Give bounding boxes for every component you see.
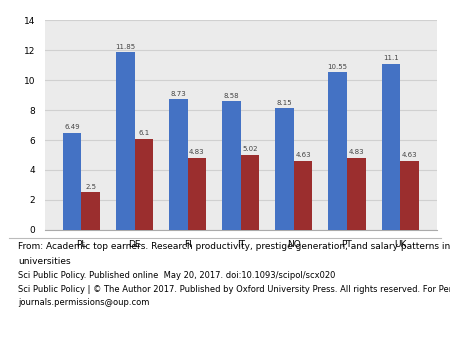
Text: From: Academic top earners. Research productivity, prestige generation, and sala: From: Academic top earners. Research pro… — [18, 242, 450, 251]
Text: 6.1: 6.1 — [138, 130, 149, 136]
Text: Sci Public Policy. Published online  May 20, 2017. doi:10.1093/scipol/scx020: Sci Public Policy. Published online May … — [18, 271, 335, 280]
Text: 11.1: 11.1 — [383, 55, 399, 62]
Bar — [169, 99, 188, 230]
Bar — [294, 161, 312, 230]
Bar — [328, 72, 347, 230]
Text: Sci Public Policy | © The Author 2017. Published by Oxford University Press. All: Sci Public Policy | © The Author 2017. P… — [18, 285, 450, 294]
Text: 11.85: 11.85 — [115, 44, 135, 50]
Text: 4.63: 4.63 — [295, 152, 311, 158]
Text: 4.63: 4.63 — [401, 152, 417, 158]
Text: 10.55: 10.55 — [328, 64, 348, 70]
Bar — [81, 192, 100, 230]
Bar — [241, 155, 259, 230]
Bar — [135, 139, 153, 230]
Text: 2.5: 2.5 — [85, 184, 96, 190]
Bar — [222, 101, 241, 230]
Text: 5.02: 5.02 — [242, 146, 258, 152]
Text: universities: universities — [18, 257, 71, 266]
Text: journals.permissions@oup.com: journals.permissions@oup.com — [18, 298, 149, 307]
Bar — [188, 158, 206, 230]
Bar — [275, 108, 294, 230]
Bar — [400, 161, 418, 230]
Text: 8.15: 8.15 — [277, 100, 292, 105]
Bar — [347, 158, 365, 230]
Text: 4.83: 4.83 — [189, 149, 205, 155]
Bar — [116, 52, 135, 230]
Bar — [63, 133, 81, 230]
Text: 4.83: 4.83 — [348, 149, 364, 155]
Bar — [382, 64, 400, 230]
Text: 8.73: 8.73 — [171, 91, 186, 97]
Text: 8.58: 8.58 — [224, 93, 239, 99]
Text: 6.49: 6.49 — [64, 124, 80, 130]
